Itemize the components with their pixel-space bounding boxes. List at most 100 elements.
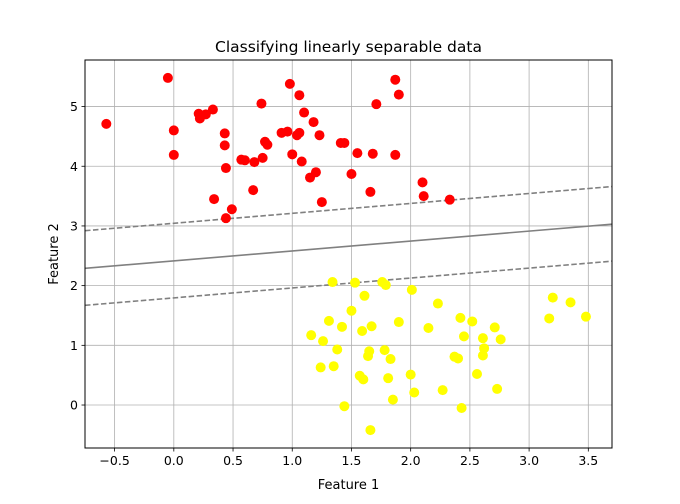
red-data-point bbox=[220, 163, 231, 174]
y-axis-label: Feature 2 bbox=[47, 223, 62, 285]
red-data-point bbox=[417, 177, 428, 188]
yellow-data-point bbox=[380, 280, 391, 291]
yellow-data-point bbox=[306, 330, 317, 341]
red-data-point bbox=[101, 118, 112, 129]
red-data-point bbox=[365, 186, 376, 197]
yellow-data-point bbox=[385, 354, 396, 365]
x-tick-label: 1.0 bbox=[282, 453, 302, 468]
red-data-point bbox=[367, 148, 378, 159]
yellow-data-point bbox=[318, 336, 329, 347]
red-data-point bbox=[294, 90, 305, 101]
grid-layer bbox=[85, 60, 612, 448]
yellow-data-point bbox=[365, 425, 376, 436]
red-data-point bbox=[316, 197, 327, 208]
red-data-point bbox=[162, 72, 173, 83]
yellow-data-point bbox=[544, 313, 555, 324]
x-tick-label: 3.0 bbox=[519, 453, 539, 468]
red-data-point bbox=[390, 149, 401, 160]
boundary-lines bbox=[85, 185, 612, 307]
yellow-data-point bbox=[364, 346, 375, 357]
red-data-point bbox=[220, 213, 231, 224]
yellow-data-point bbox=[467, 316, 478, 327]
chart-title: Classifying linearly separable data bbox=[215, 38, 482, 56]
yellow-data-point bbox=[437, 385, 448, 396]
yellow-data-point bbox=[479, 343, 490, 354]
y-tick-label: 0 bbox=[70, 398, 78, 413]
red-data-point bbox=[310, 167, 321, 178]
yellow-data-point bbox=[580, 311, 591, 322]
red-data-point bbox=[248, 185, 259, 196]
red-data-point bbox=[284, 78, 295, 89]
x-tick-label: 2.0 bbox=[401, 453, 421, 468]
y-tick-label: 5 bbox=[70, 99, 78, 114]
y-tick-label: 4 bbox=[70, 159, 78, 174]
yellow-data-point bbox=[393, 317, 404, 328]
yellow-data-point bbox=[379, 345, 390, 356]
red-data-point bbox=[287, 149, 298, 160]
yellow-data-point bbox=[456, 403, 467, 414]
yellow-data-point bbox=[358, 374, 369, 385]
yellow-data-point bbox=[409, 387, 420, 398]
red-data-point bbox=[346, 169, 357, 180]
yellow-data-point bbox=[492, 383, 503, 394]
red-data-point bbox=[239, 155, 250, 166]
yellow-data-point bbox=[432, 298, 443, 309]
red-data-point bbox=[168, 149, 179, 160]
red-data-point bbox=[256, 98, 267, 109]
plot-area bbox=[85, 72, 612, 436]
red-data-point bbox=[262, 139, 273, 150]
red-data-point bbox=[418, 191, 429, 202]
yellow-data-point bbox=[455, 312, 466, 323]
yellow-data-point bbox=[327, 277, 338, 288]
data-points bbox=[101, 72, 591, 436]
y-tick-label: 2 bbox=[70, 278, 78, 293]
red-data-point bbox=[226, 204, 237, 215]
yellow-data-point bbox=[405, 369, 416, 380]
x-tick-label: 3.5 bbox=[578, 453, 598, 468]
yellow-data-point bbox=[357, 326, 368, 337]
red-data-point bbox=[371, 99, 382, 110]
yellow-data-point bbox=[547, 292, 558, 303]
yellow-data-point bbox=[328, 361, 339, 372]
yellow-data-point bbox=[565, 297, 576, 308]
red-data-point bbox=[257, 152, 268, 163]
red-data-point bbox=[249, 157, 260, 168]
red-data-point bbox=[308, 117, 319, 128]
yellow-data-point bbox=[323, 315, 334, 326]
x-tick-label: 2.5 bbox=[460, 453, 480, 468]
yellow-data-point bbox=[359, 290, 370, 301]
yellow-data-point bbox=[387, 394, 398, 405]
red-data-point bbox=[209, 194, 220, 205]
x-axis-label: Feature 1 bbox=[318, 478, 380, 493]
red-data-point bbox=[314, 130, 325, 141]
x-tick-label: 0.0 bbox=[164, 453, 184, 468]
margin-line bbox=[85, 185, 612, 232]
x-tick-label: 0.5 bbox=[223, 453, 243, 468]
yellow-data-point bbox=[350, 277, 361, 288]
red-data-point bbox=[168, 125, 179, 136]
yellow-data-point bbox=[339, 401, 350, 412]
margin-line bbox=[85, 260, 612, 307]
red-data-point bbox=[200, 109, 211, 120]
red-data-point bbox=[207, 104, 218, 115]
red-data-point bbox=[296, 156, 307, 167]
yellow-data-point bbox=[489, 322, 500, 333]
yellow-data-point bbox=[471, 368, 482, 379]
yellow-data-point bbox=[315, 362, 326, 373]
red-data-point bbox=[339, 137, 350, 148]
yellow-data-point bbox=[366, 321, 377, 332]
yellow-data-point bbox=[346, 305, 357, 316]
x-tick-label: 1.5 bbox=[342, 453, 362, 468]
yellow-data-point bbox=[477, 333, 488, 344]
red-data-point bbox=[219, 128, 230, 139]
yellow-data-point bbox=[423, 323, 434, 334]
red-data-point bbox=[282, 126, 293, 137]
yellow-data-point bbox=[406, 284, 417, 295]
yellow-data-point bbox=[332, 344, 343, 355]
red-data-point bbox=[219, 140, 230, 151]
red-data-point bbox=[390, 74, 401, 85]
yellow-data-point bbox=[458, 331, 469, 342]
decision-boundary-line bbox=[85, 223, 612, 270]
